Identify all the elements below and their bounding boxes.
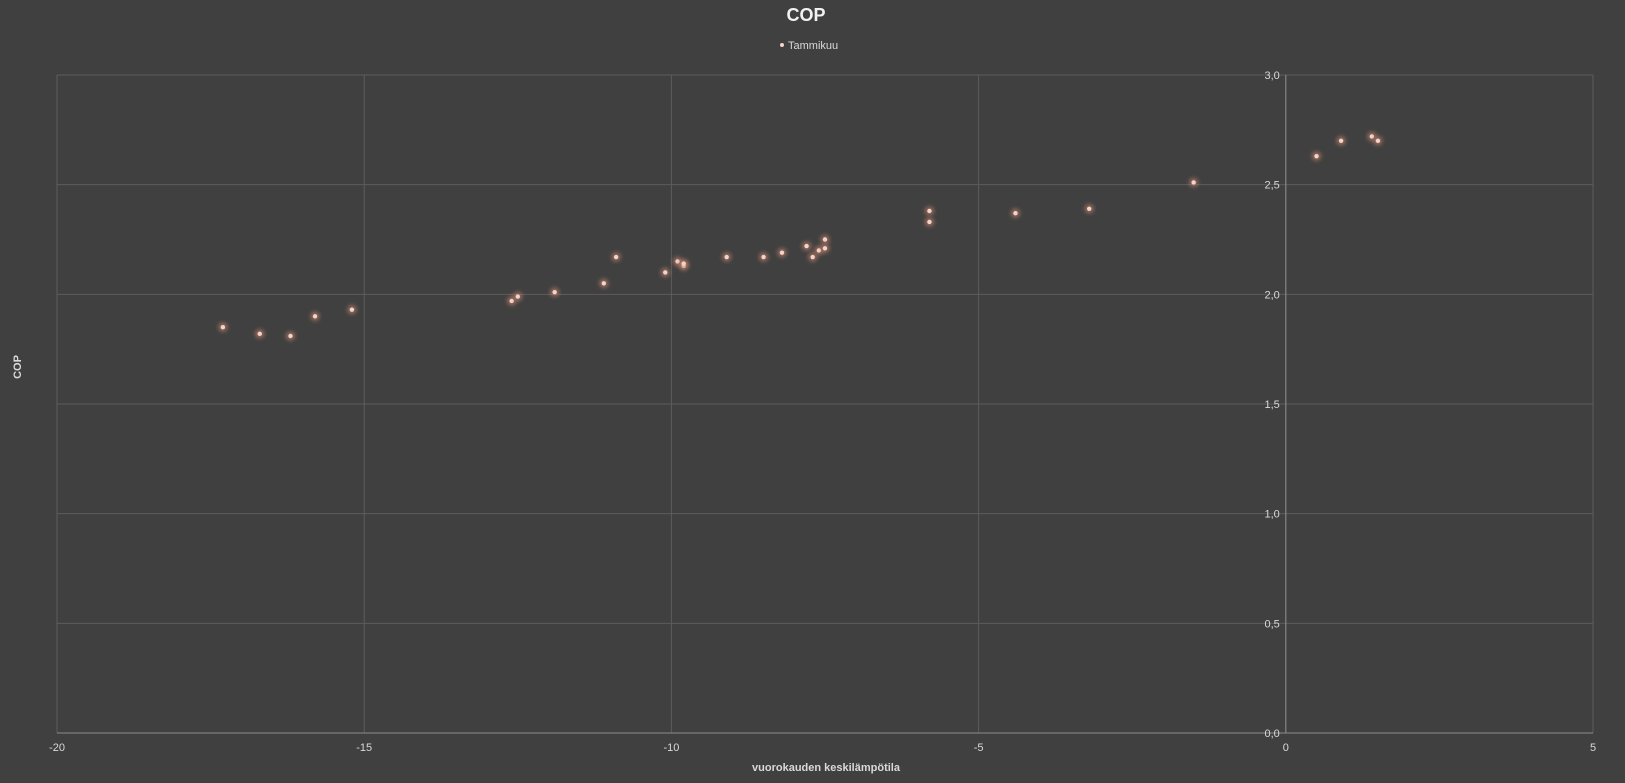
data-point	[218, 322, 228, 332]
data-point-marker	[509, 298, 514, 304]
data-point-marker	[515, 294, 520, 299]
data-point	[820, 235, 830, 244]
y-axis-title: COP	[12, 355, 24, 379]
data-point-marker	[675, 259, 680, 264]
x-axis-title: vuorokauden keskilämpötila	[752, 762, 901, 774]
data-point	[550, 287, 560, 297]
data-point-marker	[822, 246, 828, 251]
data-point-marker	[816, 248, 822, 253]
data-point	[255, 329, 265, 339]
legend: Tammikuu	[780, 40, 838, 52]
axes	[57, 75, 1593, 734]
data-point	[1189, 177, 1199, 187]
data-point-marker	[663, 270, 668, 275]
legend-marker	[780, 43, 784, 47]
data-point-marker	[810, 254, 815, 260]
data-point-marker	[724, 254, 729, 260]
data-point	[347, 305, 357, 315]
data-point-marker	[1375, 138, 1381, 143]
data-point-marker	[257, 331, 262, 337]
data-point	[924, 217, 934, 227]
data-point	[1312, 151, 1322, 161]
data-point-marker	[349, 307, 355, 312]
data-point	[1336, 136, 1346, 146]
data-point-marker	[312, 314, 318, 319]
x-tick-label: -15	[356, 742, 372, 754]
data-point-marker	[288, 333, 293, 339]
x-tick-label: -20	[49, 742, 65, 754]
data-point-marker	[613, 254, 619, 260]
data-point-marker	[1314, 153, 1319, 159]
chart-title: COP	[786, 5, 825, 25]
data-point	[513, 292, 523, 302]
y-tick-label: 2,0	[1265, 289, 1280, 301]
x-tick-label: 5	[1590, 742, 1596, 754]
data-point-marker	[927, 219, 932, 225]
grid	[56, 74, 1594, 734]
data-point	[660, 267, 670, 277]
y-tick-label: 0,0	[1265, 728, 1280, 740]
x-tick-label: -5	[974, 742, 984, 754]
data-point-marker	[1191, 180, 1196, 185]
data-point	[679, 259, 689, 269]
data-point-marker	[1338, 138, 1344, 143]
data-point-marker	[1013, 210, 1018, 216]
x-tick-label: -10	[663, 742, 679, 754]
data-point	[310, 311, 320, 321]
x-tick-label: 0	[1283, 742, 1289, 754]
data-point-marker	[761, 254, 766, 260]
data-point	[1373, 136, 1383, 146]
data-point	[759, 252, 769, 262]
data-point-marker	[1369, 134, 1375, 139]
data-point-marker	[1086, 206, 1092, 211]
data-point	[802, 241, 812, 251]
data-point-marker	[779, 250, 785, 255]
data-point-marker	[601, 281, 607, 286]
data-point	[820, 243, 830, 253]
data-point	[722, 252, 732, 262]
data-point-marker	[552, 289, 557, 295]
y-tick-label: 2,5	[1265, 180, 1280, 192]
data-point	[777, 248, 787, 258]
data-point	[611, 252, 621, 262]
data-points	[218, 131, 1383, 341]
data-point-marker	[804, 243, 809, 249]
y-tick-label: 1,5	[1265, 399, 1280, 411]
data-point	[285, 331, 295, 341]
data-point	[924, 206, 934, 216]
data-point-marker	[822, 237, 828, 242]
data-point-marker	[681, 261, 686, 266]
y-tick-label: 1,0	[1265, 509, 1280, 521]
y-tick-label: 3,0	[1265, 70, 1280, 82]
data-point	[1010, 208, 1020, 218]
tick-labels: 0,0 0,5 1,0 1,5 2,0 2,5 3,0 -20 -15 -10 -5 0 5	[49, 70, 1596, 754]
data-point-marker	[927, 208, 932, 214]
y-tick-label: 0,5	[1265, 618, 1280, 630]
legend-label-tammikuu: Tammikuu	[788, 40, 838, 52]
data-point	[1084, 204, 1094, 214]
data-point	[599, 278, 609, 288]
data-point-marker	[220, 325, 226, 330]
data-point	[808, 252, 818, 262]
